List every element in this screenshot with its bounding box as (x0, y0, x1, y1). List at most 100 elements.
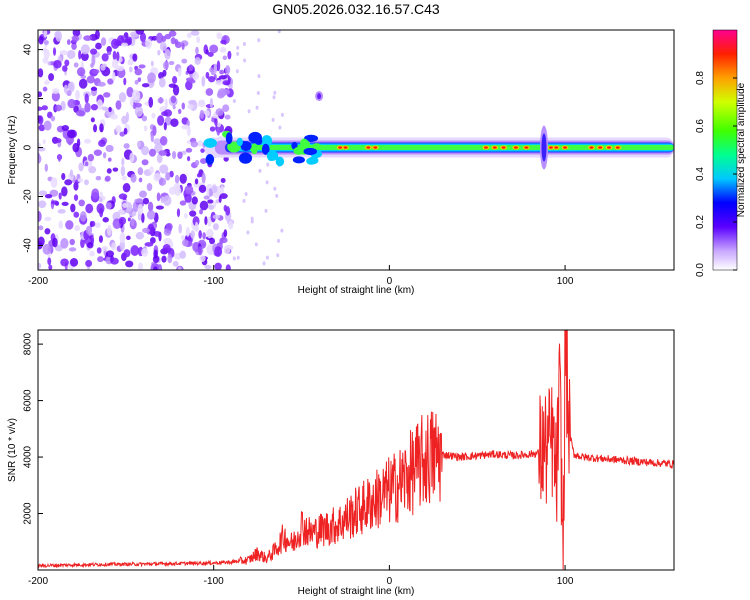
noise-blob (209, 97, 214, 109)
noise-blob (186, 156, 191, 162)
signal-hotspot-core (589, 146, 594, 149)
noise-blob (153, 138, 162, 145)
noise-blob (278, 125, 282, 130)
noise-blob (197, 246, 203, 256)
noise-blob (95, 42, 102, 50)
noise-blob (212, 214, 221, 219)
noise-blob (78, 199, 85, 207)
noise-blob (275, 193, 279, 198)
noise-blob (116, 51, 120, 62)
noise-blob (200, 158, 208, 164)
noise-blob (123, 249, 131, 258)
noise-blob (137, 262, 144, 270)
noise-blob (103, 92, 111, 98)
noise-blob (88, 166, 97, 174)
noise-blob (142, 197, 150, 205)
noise-blob (107, 78, 114, 85)
noise-blob (73, 62, 79, 68)
noise-blob (58, 220, 63, 229)
noise-blob (110, 257, 119, 265)
noise-blob (38, 124, 46, 132)
noise-blob (179, 200, 187, 206)
noise-blob (63, 84, 68, 94)
noise-blob (59, 49, 68, 56)
noise-blob (184, 193, 192, 203)
noise-blob (94, 30, 100, 40)
snr-series-line (38, 330, 674, 570)
noise-blob (190, 30, 200, 36)
noise-blob (115, 125, 122, 134)
noise-blob (80, 52, 89, 62)
noise-blob (196, 173, 201, 178)
noise-blob (242, 42, 246, 47)
spectrogram-xtick-label: -100 (204, 276, 224, 287)
noise-blob (148, 148, 157, 157)
signal-spread-core (541, 133, 547, 162)
noise-blob (130, 218, 135, 227)
snr-xlabel: Height of straight line (km) (298, 586, 415, 597)
noise-blob (197, 100, 206, 108)
noise-blob (42, 47, 47, 53)
noise-blob (180, 235, 186, 240)
noise-blob (134, 79, 139, 85)
noise-blob (91, 188, 100, 199)
noise-blob (51, 91, 60, 102)
noise-blob (152, 125, 157, 136)
noise-blob (111, 71, 116, 81)
noise-blob (163, 122, 167, 131)
signal-blob (240, 140, 252, 152)
noise-blob (122, 202, 129, 208)
colorbar-gradient (712, 29, 738, 271)
spectrogram-ytick-label: 20 (23, 93, 34, 105)
signal-blob (306, 157, 317, 165)
noise-blob (93, 124, 98, 133)
noise-blob (94, 222, 101, 228)
colorbar-tick-label: 0.4 (695, 167, 706, 181)
noise-blob (197, 140, 204, 147)
noise-blob (80, 44, 90, 55)
noise-blob (162, 244, 171, 253)
noise-blob (87, 241, 94, 249)
signal-blob (304, 134, 319, 142)
noise-blob (168, 61, 175, 66)
noise-blob (132, 53, 138, 62)
noise-blob (52, 47, 57, 56)
noise-blob (257, 74, 261, 79)
noise-blob (72, 30, 81, 37)
noise-blob (95, 175, 102, 181)
noise-blob (228, 221, 234, 230)
noise-blob (67, 98, 76, 109)
noise-blob (55, 30, 63, 42)
noise-blob (179, 250, 187, 259)
noise-blob (73, 211, 80, 218)
noise-blob (47, 257, 52, 266)
noise-blob (170, 95, 177, 104)
signal-blob (311, 143, 322, 151)
noise-blob (141, 146, 150, 156)
noise-blob (38, 106, 43, 111)
signal-blob (303, 147, 318, 156)
noise-blob (143, 125, 148, 132)
noise-blob (246, 230, 250, 235)
noise-blob (151, 35, 158, 41)
noise-blob (190, 230, 195, 239)
noise-blob (90, 48, 98, 55)
noise-blob (44, 228, 51, 235)
noise-blob (138, 64, 146, 69)
noise-blob (121, 157, 125, 167)
noise-blob (192, 71, 200, 81)
noise-blob (107, 224, 112, 236)
colorbar-tick-label: 0.0 (695, 263, 706, 277)
noise-blob (141, 159, 149, 166)
noise-blob (69, 257, 79, 267)
noise-blob (195, 46, 199, 55)
noise-blob (262, 261, 266, 266)
signal-hotspot-core (549, 146, 554, 149)
noise-blob (216, 60, 221, 72)
signal-hotspot-core (343, 146, 348, 149)
noise-blob (138, 177, 143, 183)
signal-hotspot-core (366, 146, 371, 149)
noise-blob (58, 192, 62, 200)
noise-blob (265, 180, 269, 185)
noise-blob (98, 235, 103, 243)
